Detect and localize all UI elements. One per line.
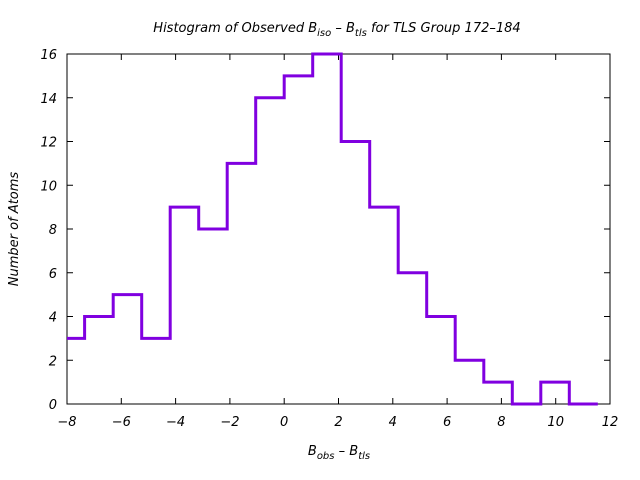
x-tick-label: 6: [443, 415, 451, 430]
y-tick-label: 2: [49, 354, 57, 369]
y-axis-label: Number of Atoms: [7, 172, 22, 287]
title-sub-iso: iso: [317, 28, 331, 39]
x-axis-label: Bobs – Btls: [308, 444, 370, 462]
axes: [66, 53, 611, 405]
x-tick-label: 4: [389, 415, 397, 430]
x-tick-label: −4: [166, 415, 185, 430]
x-tick-label: 0: [280, 415, 288, 430]
x-tick-label: 10: [547, 415, 564, 430]
y-tick-label: 14: [40, 92, 57, 107]
xlabel-main: B: [308, 444, 317, 459]
y-tick-label: 8: [49, 223, 57, 238]
xlabel-sub-obs: obs: [317, 451, 335, 462]
xlabel-mid: – B: [335, 444, 359, 459]
title-suffix: for TLS Group 172–184: [367, 21, 521, 36]
chart-title: Histogram of Observed Biso – Btls for TL…: [153, 21, 520, 39]
x-tick-label: −2: [220, 415, 239, 430]
y-tick-label: 16: [40, 48, 57, 63]
plot-frame: [66, 53, 611, 405]
series: [67, 52, 598, 406]
x-tick-label: −6: [112, 415, 131, 430]
y-tick-label: 4: [49, 311, 57, 326]
title-mid: – B: [331, 21, 355, 36]
title-sub-tls: tls: [355, 28, 367, 39]
y-tick-label: 10: [40, 179, 57, 194]
title-prefix: Histogram of Observed B: [153, 21, 317, 36]
y-tick-label: 12: [40, 136, 57, 151]
histogram-outline: [67, 52, 598, 406]
y-tick-label: 6: [49, 267, 57, 282]
x-tick-label: 8: [497, 415, 505, 430]
x-tick-label: −8: [57, 415, 76, 430]
x-tick-label: 12: [602, 415, 619, 430]
ticks: −8 −6 −4 −2 0 2 4 6 8 10 12 0 2 4 6 8 10 12 14 16: [40, 48, 618, 430]
xlabel-sub-tls: tls: [358, 451, 370, 462]
y-tick-label: 0: [49, 398, 57, 413]
x-tick-label: 2: [334, 415, 342, 430]
